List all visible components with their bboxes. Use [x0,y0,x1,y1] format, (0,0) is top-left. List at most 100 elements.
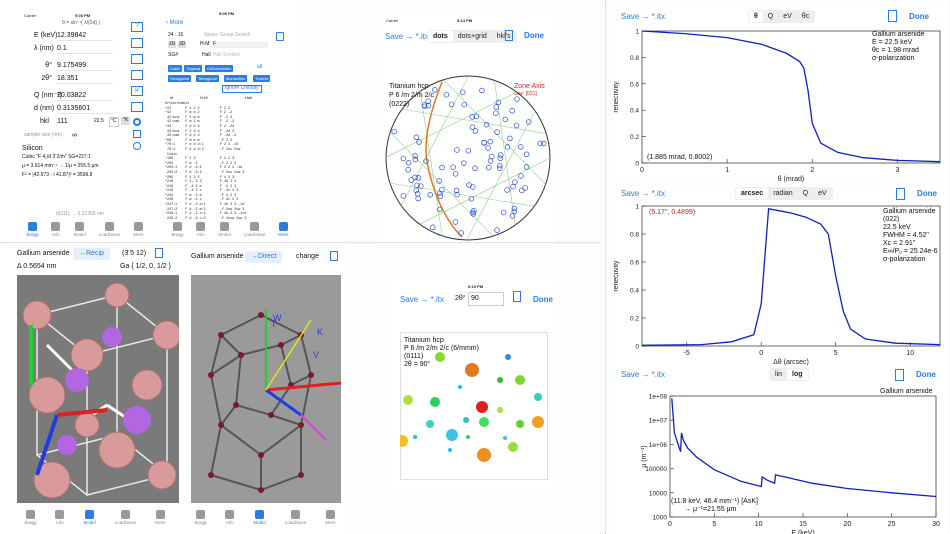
save-itx-button[interactable]: Save → *.itx [400,295,445,304]
bragg-value-field[interactable]: 0.1 [57,45,113,55]
gear-icon[interactable] [133,118,141,126]
tab-load-save[interactable]: Load/Save [99,222,120,237]
chip-trigonal[interactable]: Trigonal [184,65,203,72]
share-icon[interactable] [276,32,284,41]
seg-thetac[interactable]: θc [801,13,810,20]
seg-lin[interactable]: lin [775,371,783,378]
wave-icon[interactable] [131,54,143,64]
seg-log[interactable]: log [787,369,808,380]
tab-bragg[interactable]: Bragg [24,510,37,525]
sample-size-field[interactable]: ∞ [72,132,77,139]
unit-c-button[interactable]: °C [109,117,119,127]
tab-bragg[interactable]: Bragg [26,222,39,237]
material-name[interactable]: Silicon [22,145,43,152]
scale-segmented[interactable]: lin log [769,368,809,381]
seg-radian[interactable]: radian [773,190,793,197]
save-itx-button[interactable]: Save → *.itx [621,189,666,198]
seg-theta[interactable]: θ [749,11,763,22]
bragg-value-field[interactable]: 12.39842 [57,32,113,42]
share-icon[interactable] [513,291,521,302]
model-material[interactable]: Gallium arsenide [191,253,244,260]
seg-q[interactable]: Q [802,190,809,197]
atom-icon[interactable] [133,142,141,150]
tab-more[interactable]: More [278,222,289,237]
step-icon[interactable] [131,38,143,48]
tab-load-save[interactable]: Load/Save [244,222,265,237]
plot-icon[interactable] [131,102,143,112]
direct-button[interactable]: →Direct [245,251,283,264]
help-icon[interactable]: ? [131,22,143,32]
reflectivity-theta-chart[interactable]: 0 1 2 3 0 0.2 0.4 0.6 0.8 1 θ (mrad) reflectivity [614,25,946,183]
two-theta-input[interactable]: 90 [468,292,504,307]
3d-toggle[interactable]: 3D [178,41,187,48]
model2-tab-bar[interactable]: Bragg Info Model Load/Save More [185,505,345,525]
crystal-icon[interactable] [133,130,141,138]
model-tab-bar[interactable]: Bragg Info Model Load/Save More [15,505,175,525]
hm-input[interactable]: F [213,41,268,48]
share-icon[interactable] [330,251,338,261]
save-itx-button[interactable]: Save → *.itx [385,32,430,41]
seg-arcsec[interactable]: arcsec [736,188,769,199]
unit-k-button[interactable]: °K [121,117,131,125]
tab-more[interactable]: More [133,222,144,237]
chip-triclinic[interactable]: Triclinic [253,75,271,82]
bragg-side-icons[interactable]: ? μ [131,22,143,150]
share-icon[interactable] [155,248,163,258]
done-button[interactable]: Done [909,12,929,21]
seg-hkls[interactable]: hkl's [496,33,511,40]
model-material[interactable]: Gallium arsenide [17,250,70,257]
tab-bragg[interactable]: Bragg [171,222,184,237]
ignore-chirality-button[interactable]: Ignore Chirality [222,85,262,93]
done-button[interactable]: Done [916,370,936,379]
laue-pattern[interactable] [400,332,548,480]
seg-dots[interactable]: dots [428,31,453,42]
done-button[interactable]: Done [524,31,544,40]
save-itx-button[interactable]: Save → *.itx [621,370,666,379]
chip-orthorhombic[interactable]: Orthorhombic [205,65,234,72]
seg-dots-grid[interactable]: dots+grid [457,33,487,40]
sg-tab-bar[interactable]: Bragg Info Model Load/Save More [165,221,295,237]
tab-model[interactable]: Model [218,222,231,237]
tab-load-save[interactable]: Load/Save [115,510,136,525]
share-icon[interactable] [896,188,905,200]
bragg-value-field[interactable]: 18.351 [57,75,113,85]
stereographic-projection[interactable] [382,72,554,244]
bragg-tab-bar[interactable]: Bragg Info Model Load/Save More [20,221,150,237]
seg-ev[interactable]: eV [783,13,792,20]
hkl-field[interactable]: 111 [57,118,68,125]
absorption-chart[interactable]: 0 5 10 15 20 25 30 1000 10000 100000 1e+06 1e+07 1e+… [614,382,946,534]
seg-q[interactable]: Q [767,13,774,20]
save-itx-button[interactable]: Save → *.itx [621,12,666,21]
change-button[interactable]: change [296,253,319,260]
tab-info[interactable]: Info [225,510,235,525]
tab-more[interactable]: More [325,510,336,525]
back-button[interactable]: ‹ More [166,20,184,26]
bragg-value-field[interactable]: 9.175499 [57,62,113,72]
space-group-table[interactable]: Orthorhombic *22 F 2 2 2 F 2 2 *42 F m m… [165,102,247,221]
tab-more[interactable]: More [155,510,166,525]
bragg-value-field[interactable]: 20.03822 [57,92,113,102]
done-button[interactable]: Done [917,189,937,198]
tab-bragg[interactable]: Bragg [194,510,207,525]
chip-monoclinic[interactable]: Monoclinic [224,75,247,82]
share-icon[interactable] [895,369,904,381]
tab-model[interactable]: Model [73,222,86,237]
seg-ev[interactable]: eV [818,190,827,197]
hall-input[interactable]: Hall Symbol [213,52,240,58]
tab-load-save[interactable]: Load/Save [285,510,306,525]
tab-model[interactable]: Model [83,510,96,525]
darwin-curve-chart[interactable]: -5 0 5 10 0 0.2 0.4 0.6 0.8 1 Δθ (arcsec) reflectiv… [614,202,946,366]
reciprocal-view-3d[interactable]: W K V T [191,275,341,503]
stereo-mode-segmented[interactable]: dots dots+grid hkl's [427,30,517,43]
bragg-value-field[interactable]: 0.3135601 [57,105,113,115]
crystal-view-3d[interactable] [17,275,179,503]
chip-cubic[interactable]: Cubic [168,65,183,72]
tab-info[interactable]: Info [55,510,65,525]
bracket-icon[interactable] [131,70,143,80]
chip-tetragonal[interactable]: Tetragonal [196,75,219,82]
share-icon[interactable] [505,30,513,41]
tab-info[interactable]: Info [51,222,61,237]
tab-info[interactable]: Info [196,222,206,237]
mu-icon[interactable]: μ [131,86,143,96]
chip-all[interactable]: all [257,64,263,70]
